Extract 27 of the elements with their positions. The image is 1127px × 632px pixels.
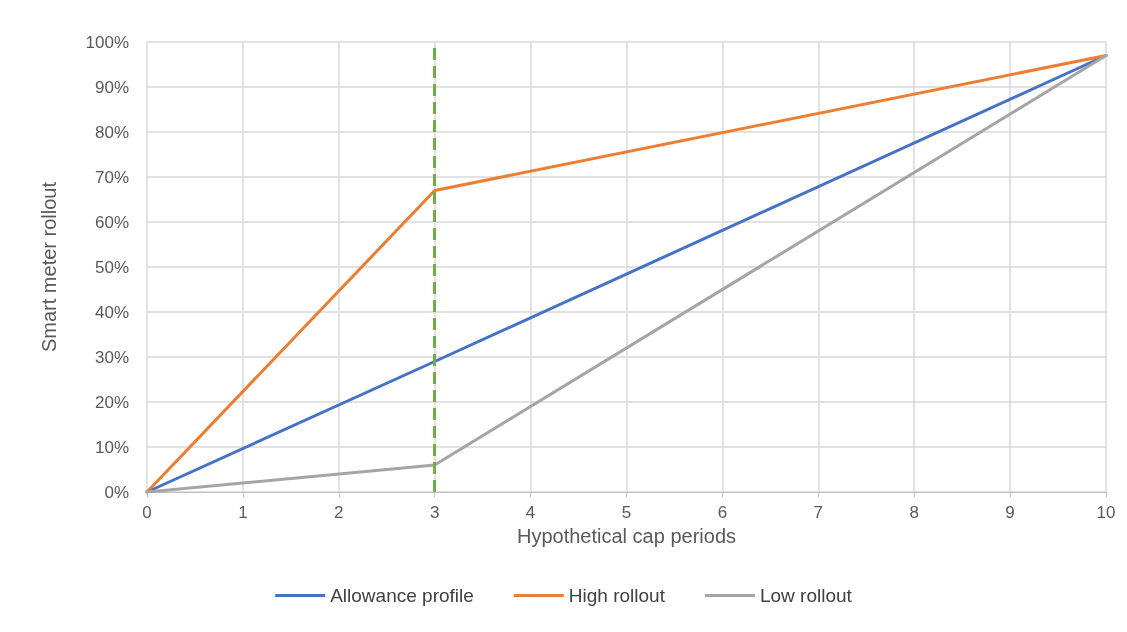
y-tick-label: 90%	[94, 77, 129, 97]
y-tick-label: 70%	[94, 167, 129, 187]
x-tick-label: 7	[813, 503, 824, 522]
y-tick-label: 60%	[94, 212, 129, 232]
x-tick-label: 10	[1096, 503, 1116, 522]
y-tick-label: 40%	[94, 302, 129, 322]
y-tick-label: 0%	[104, 482, 129, 502]
y-tick-label: 20%	[94, 392, 129, 412]
y-tick-label: 50%	[94, 257, 129, 277]
y-tick-label: 80%	[94, 122, 129, 142]
y-tick-label: 100%	[85, 32, 129, 52]
y-axis-title: Smart meter rollout	[38, 181, 60, 353]
x-tick-label: 8	[909, 503, 919, 522]
legend-label: Low rollout	[759, 585, 853, 606]
y-tick-label: 30%	[94, 347, 129, 367]
x-tick-label: 9	[1005, 503, 1015, 522]
legend-label: Allowance profile	[330, 585, 474, 606]
y-tick-label: 10%	[94, 437, 129, 457]
x-tick-label: 2	[334, 503, 344, 522]
x-tick-label: 1	[238, 503, 248, 522]
legend-label: High rollout	[568, 585, 666, 606]
x-axis-title: Hypothetical cap periods	[516, 525, 737, 547]
x-tick-label: 6	[717, 503, 728, 522]
x-tick-label: 4	[525, 503, 536, 522]
x-tick-label: 0	[142, 503, 152, 522]
x-tick-label: 5	[621, 503, 632, 522]
x-tick-label: 3	[429, 503, 440, 522]
